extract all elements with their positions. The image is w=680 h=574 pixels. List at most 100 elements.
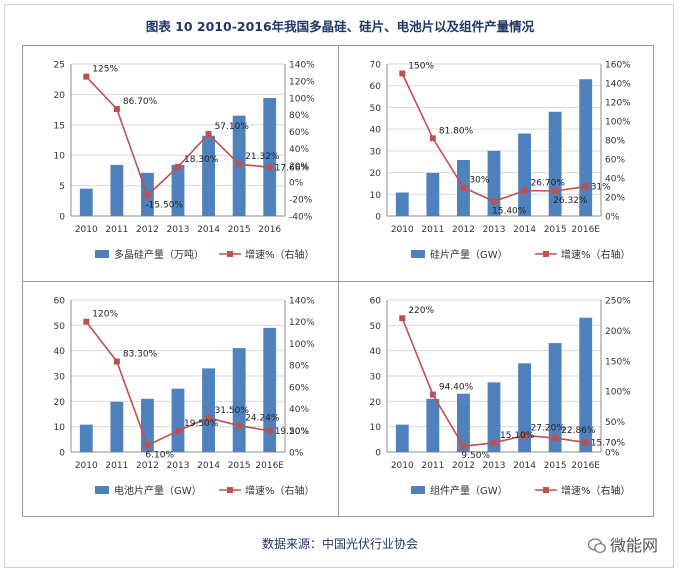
y2-tick-label: 100%	[605, 118, 631, 128]
y-tick-label: 70	[370, 61, 382, 71]
growth-point	[552, 435, 559, 442]
y2-tick-label: -40%	[289, 213, 313, 223]
growth-point	[175, 163, 181, 170]
y2-tick-label: 120%	[289, 77, 315, 87]
y-tick-label: 40	[54, 347, 66, 357]
chart-panel-polysilicon: 0 5 10 15 20 25 -40% -20% 0% 20% 40% 60% 80% 100% 120%…	[23, 46, 338, 281]
growth-point	[552, 187, 559, 194]
x-tick-label: 2015	[228, 461, 251, 471]
growth-point	[236, 161, 243, 168]
x-tick-label: 2014	[197, 225, 220, 235]
y2-tick-label: 20%	[289, 427, 309, 437]
y2-tick-label: 0%	[605, 213, 620, 223]
legend-label: 增速%（右轴）	[245, 484, 315, 497]
x-tick-label: 2011	[105, 461, 128, 471]
growth-point	[266, 427, 273, 434]
data-label: 18.30%	[184, 155, 219, 165]
bar	[79, 424, 93, 452]
x-tick-label: 2016E	[571, 225, 600, 235]
legend-label: 增速%（右轴）	[245, 248, 315, 261]
legend-swatch-bar	[95, 250, 109, 258]
y-tick-label: 20	[370, 398, 382, 408]
legend-swatch-marker	[543, 251, 549, 257]
data-label: 57.10%	[215, 122, 250, 132]
growth-point	[236, 422, 243, 429]
x-tick-label: 2010	[391, 225, 414, 235]
y-tick-label: 0	[375, 449, 381, 459]
y-tick-label: 10	[370, 191, 382, 201]
bar	[171, 388, 185, 452]
x-tick-label: 2010	[391, 461, 414, 471]
bar	[395, 424, 409, 452]
bar	[79, 188, 93, 216]
y-tick-label: 0	[59, 449, 65, 459]
growth-point	[113, 106, 120, 113]
growth-point	[266, 164, 273, 171]
growth-point	[205, 131, 212, 138]
y2-tick-label: 100%	[605, 388, 631, 398]
y2-tick-label: -20%	[289, 196, 313, 206]
x-tick-label: 2014	[513, 461, 536, 471]
legend-label: 电池片产量（GW）	[114, 484, 202, 497]
y2-tick-label: 60%	[289, 128, 309, 138]
data-label: 26.32%	[553, 196, 588, 206]
growth-point	[460, 184, 467, 191]
y2-tick-label: 140%	[289, 61, 315, 71]
data-label: 125%	[92, 65, 118, 75]
y2-tick-label: 200%	[605, 327, 631, 337]
data-label: 86.70%	[123, 97, 158, 107]
bar	[518, 363, 531, 452]
data-label: 220%	[408, 306, 434, 316]
y2-tick-label: 40%	[289, 405, 309, 415]
bar	[202, 368, 215, 452]
data-label: 26.70%	[531, 179, 566, 189]
growth-point	[113, 358, 120, 365]
x-tick-label: 2010	[75, 461, 98, 471]
y2-tick-label: 250%	[605, 297, 631, 307]
bar	[487, 382, 501, 452]
chart-grid: 0 5 10 15 20 25 -40% -20% 0% 20% 40% 60% 80% 100% 120%…	[22, 45, 654, 517]
x-tick-label: 2016E	[255, 461, 284, 471]
bar	[263, 327, 277, 452]
y-tick-label: 30	[54, 373, 66, 383]
legend-label: 增速%（右轴）	[561, 248, 631, 261]
bar	[548, 343, 562, 452]
x-tick-label: 2011	[105, 225, 128, 235]
growth-point	[582, 183, 589, 190]
figure-title: 图表 10 2010-2016年我国多晶硅、硅片、电池片以及组件产量情况	[145, 19, 535, 34]
y-tick-label: 20	[54, 398, 66, 408]
growth-point	[521, 187, 528, 194]
x-tick-label: 2015	[228, 225, 251, 235]
chart-panel-cell: 0 10 20 30 40 50 60 0% 20% 40% 60% 80% 100% 120% 140% 2…	[23, 281, 338, 516]
x-tick-label: 2012	[136, 225, 159, 235]
data-label: 6.10%	[145, 450, 174, 460]
legend-label: 增速%（右轴）	[561, 484, 631, 497]
x-tick-label: 2010	[75, 225, 98, 235]
growth-point	[175, 427, 181, 434]
growth-point	[521, 432, 528, 439]
y-tick-label: 10	[54, 152, 66, 162]
y-tick-label: 30	[370, 147, 382, 157]
data-label: 17.66%	[275, 163, 310, 173]
x-tick-label: 2015	[544, 225, 567, 235]
data-label: 15.70%	[591, 438, 626, 448]
data-label: 150%	[408, 62, 434, 72]
bar	[232, 348, 246, 452]
data-label: 19.50%	[275, 427, 310, 437]
legend-label: 硅片产量（GW）	[430, 248, 508, 261]
bar	[579, 79, 593, 216]
y2-tick-label: 0%	[605, 449, 620, 459]
bar	[202, 135, 215, 216]
legend-swatch-marker	[543, 487, 549, 493]
data-label: 120%	[92, 310, 118, 320]
y2-tick-label: 60%	[605, 156, 625, 166]
y-tick-label: 50	[370, 104, 382, 114]
data-label: 15.40%	[492, 206, 527, 216]
y-tick-label: 5	[59, 182, 65, 192]
x-tick-label: 2014	[513, 225, 536, 235]
y-tick-label: 10	[370, 423, 382, 433]
y2-tick-label: 140%	[605, 80, 631, 90]
y-tick-label: 50	[54, 322, 66, 332]
y2-tick-label: 100%	[289, 94, 315, 104]
growth-point	[491, 198, 497, 205]
